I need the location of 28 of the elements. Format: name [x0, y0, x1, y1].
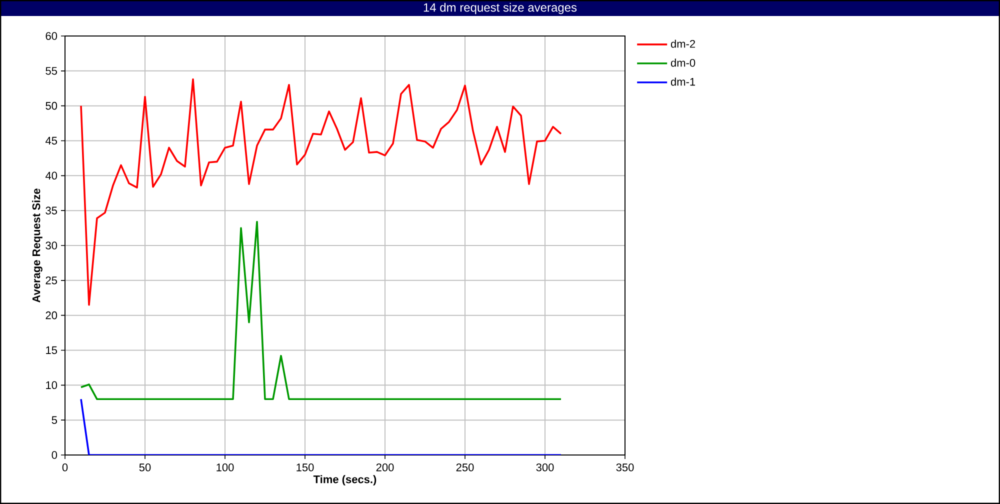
x-axis-title: Time (secs.)	[313, 475, 376, 486]
y-tick-label: 60	[46, 32, 58, 40]
y-tick-label: 20	[46, 311, 58, 320]
y-tick-label: 30	[46, 242, 58, 250]
line-series	[80, 78, 562, 306]
y-tick-label: 40	[45, 172, 58, 180]
legend-label: dm-1	[670, 78, 696, 86]
y-tick-label: 50	[46, 102, 58, 110]
x-tick-label: 50	[139, 464, 151, 472]
x-tick-label: 150	[296, 464, 314, 472]
legend-label: dm-0	[670, 58, 696, 67]
y-axis-title: Average Request Size	[32, 188, 42, 302]
x-tick-label: 350	[616, 464, 634, 472]
x-tick-label: 100	[216, 464, 234, 472]
y-tick-label: 35	[46, 206, 58, 214]
y-tick-label: 10	[46, 381, 58, 390]
chart-title: 14 dm request size averages	[424, 2, 577, 14]
x-tick-label: 200	[376, 464, 394, 472]
legend-label: dm-2	[670, 40, 696, 48]
y-tick-label: 25	[46, 276, 58, 284]
y-tick-label: 15	[46, 346, 58, 354]
y-tick-label: 45	[45, 136, 58, 145]
x-tick-label: 0	[62, 464, 68, 472]
x-tick-label: 250	[456, 464, 474, 472]
y-tick-label: 5	[52, 416, 58, 424]
y-tick-label: 55	[46, 67, 58, 75]
y-tick-label: 0	[52, 451, 58, 459]
x-tick-label: 300	[536, 464, 554, 472]
